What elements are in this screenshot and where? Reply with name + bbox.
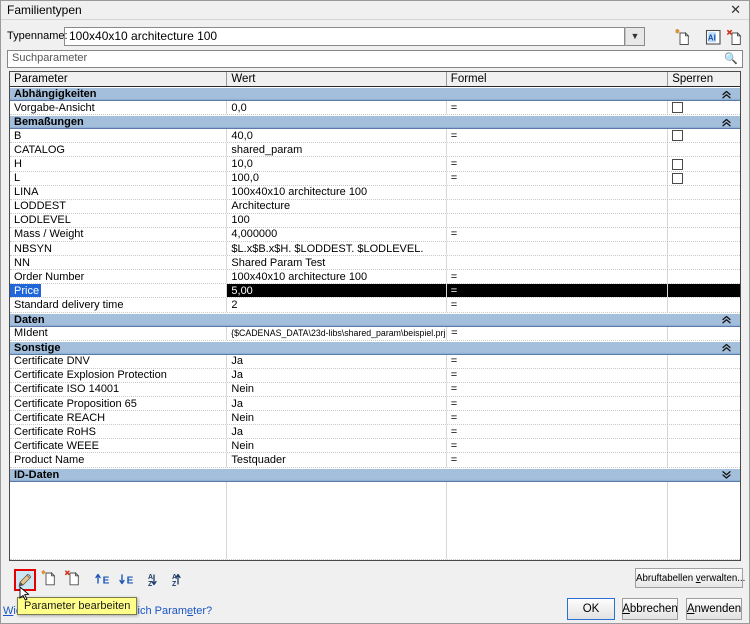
svg-text:A: A xyxy=(148,574,153,581)
svg-text:E: E xyxy=(127,576,134,587)
svg-text:Z: Z xyxy=(172,581,177,588)
svg-text:AI: AI xyxy=(708,34,716,43)
svg-text:E: E xyxy=(103,576,110,587)
